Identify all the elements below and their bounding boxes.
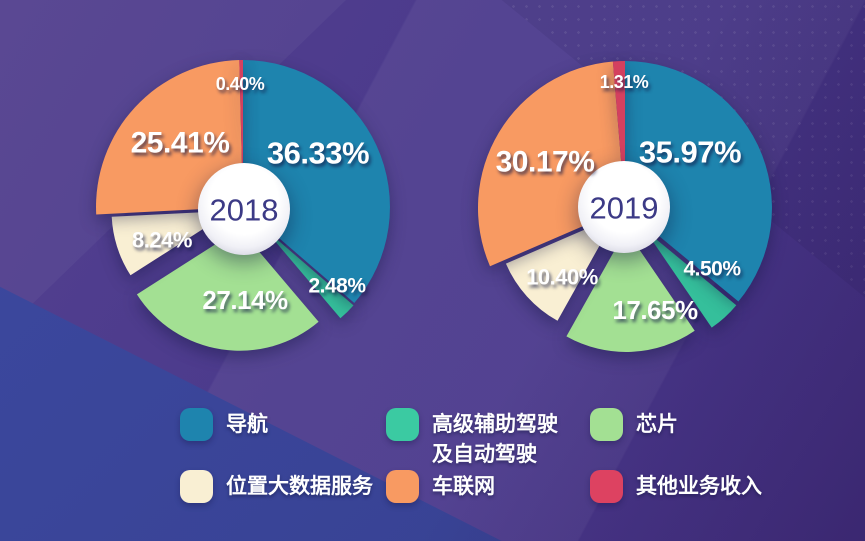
legend-label-navigation: 导航: [226, 413, 268, 436]
pct-label-2019-navigation: 35.97%: [639, 135, 741, 170]
slice-2019-navigation: [625, 61, 772, 302]
pie-chart-2018: 2018 36.33% 2.48% 27.14% 8.24% 25.41% 0.40%: [96, 59, 390, 351]
pct-label-2018-chips: 27.14%: [202, 285, 288, 315]
legend-label-chips: 芯片: [636, 413, 678, 436]
pct-label-2018-other-revenue: 0.40%: [216, 74, 265, 94]
legend-swatch-location-bigdata: [180, 470, 213, 503]
pct-label-2018-location-bigdata: 8.24%: [132, 228, 192, 253]
pct-label-2018-iov: 25.41%: [131, 127, 230, 160]
legend-label-location-bigdata: 位置大数据服务: [226, 475, 373, 498]
slice-2019-chips: [566, 230, 695, 352]
legend: 导航 高级辅助驾驶 及自动驾驶 芯片位置大数据服务 车联网 其他业务收入: [180, 408, 762, 532]
pct-label-2019-iov: 30.17%: [496, 146, 595, 179]
legend-swatch-other-revenue: [590, 470, 623, 503]
legend-swatch-iov: [386, 470, 419, 503]
slice-2018-chips: [136, 228, 319, 351]
slice-2019-adas-autonomous: [645, 230, 737, 328]
pct-label-2018-adas-autonomous: 2.48%: [308, 275, 366, 298]
slice-2018-iov: [96, 60, 243, 215]
center-disc-2019: [578, 161, 670, 253]
pct-label-2019-location-bigdata: 10.40%: [526, 265, 598, 290]
legend-label-other-revenue: 其他业务收入: [636, 475, 762, 498]
slice-2019-location-bigdata: [505, 216, 617, 321]
legend-label-adas-autonomous: 高级辅助驾驶 及自动驾驶: [432, 413, 558, 466]
pct-label-2019-other-revenue: 1.31%: [600, 72, 649, 92]
legend-item-other-revenue: 其他业务收入: [590, 470, 762, 532]
legend-swatch-chips: [590, 408, 623, 441]
slice-2018-adas-autonomous: [264, 228, 354, 319]
legend-swatch-adas-autonomous: [386, 408, 419, 441]
legend-swatch-navigation: [180, 408, 213, 441]
pct-label-2019-adas-autonomous: 4.50%: [683, 258, 741, 281]
year-label-2019: 2019: [590, 191, 659, 226]
center-disc-2018: [198, 163, 290, 255]
legend-item-location-bigdata: 位置大数据服务: [180, 470, 386, 532]
pie-chart-2019: 2019 35.97% 4.50% 17.65% 10.40% 30.17% 1.31%: [477, 61, 772, 352]
pct-label-2019-chips: 17.65%: [612, 295, 698, 325]
legend-item-adas-autonomous: 高级辅助驾驶 及自动驾驶: [386, 408, 590, 470]
legend-item-chips: 芯片: [590, 408, 762, 470]
year-label-2018: 2018: [210, 193, 279, 228]
legend-item-navigation: 导航: [180, 408, 386, 470]
legend-label-iov: 车联网: [432, 475, 495, 498]
slice-2018-navigation: [243, 60, 390, 303]
legend-item-iov: 车联网: [386, 470, 590, 532]
pct-label-2018-navigation: 36.33%: [267, 136, 369, 171]
